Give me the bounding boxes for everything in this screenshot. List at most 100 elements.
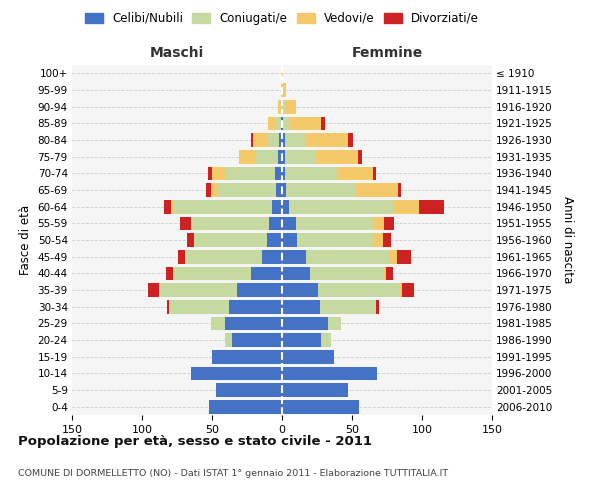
Bar (386, 266, 392, 280)
Bar (277, 183, 282, 197)
Bar (211, 316, 224, 330)
Bar (216, 383, 282, 397)
Y-axis label: Anni di nascita: Anni di nascita (561, 196, 574, 284)
Bar (211, 183, 218, 197)
Bar (282, 366, 377, 380)
Bar (185, 250, 262, 264)
Bar (251, 266, 282, 280)
Bar (374, 233, 383, 247)
Bar (282, 66, 283, 80)
Bar (237, 283, 282, 297)
Bar (285, 100, 296, 114)
Bar (376, 300, 379, 314)
Bar (328, 316, 341, 330)
Bar (282, 166, 285, 180)
Bar (373, 216, 384, 230)
Bar (358, 150, 362, 164)
Bar (373, 166, 376, 180)
Bar (319, 283, 400, 297)
Bar (281, 100, 282, 114)
Bar (256, 150, 278, 164)
Bar (229, 300, 282, 314)
Bar (320, 300, 376, 314)
Bar (232, 333, 282, 347)
Bar (397, 250, 411, 264)
Bar (159, 283, 237, 297)
Bar (282, 200, 289, 213)
Bar (419, 200, 445, 213)
Bar (278, 150, 282, 164)
Bar (164, 200, 172, 213)
Text: Maschi: Maschi (150, 46, 204, 60)
Bar (209, 400, 282, 413)
Bar (226, 166, 275, 180)
Bar (383, 266, 386, 280)
Bar (180, 216, 191, 230)
Bar (218, 183, 277, 197)
Bar (306, 133, 348, 147)
Bar (400, 283, 403, 297)
Bar (262, 250, 282, 264)
Bar (298, 233, 374, 247)
Bar (348, 133, 353, 147)
Bar (283, 116, 290, 130)
Bar (289, 200, 394, 213)
Bar (278, 100, 281, 114)
Bar (253, 133, 266, 147)
Bar (173, 266, 251, 280)
Bar (338, 166, 373, 180)
Bar (281, 116, 282, 130)
Bar (279, 133, 282, 147)
Bar (178, 250, 185, 264)
Bar (282, 216, 296, 230)
Text: Popolazione per età, sesso e stato civile - 2011: Popolazione per età, sesso e stato civil… (18, 434, 372, 448)
Bar (224, 316, 282, 330)
Bar (282, 283, 319, 297)
Bar (282, 233, 298, 247)
Bar (282, 133, 285, 147)
Bar (282, 183, 286, 197)
Bar (172, 200, 174, 213)
Bar (206, 183, 211, 197)
Bar (212, 166, 226, 180)
Bar (282, 116, 283, 130)
Bar (394, 200, 419, 213)
Bar (321, 333, 331, 347)
Bar (282, 266, 310, 280)
Bar (282, 400, 359, 413)
Bar (384, 216, 394, 230)
Bar (306, 250, 390, 264)
Bar (212, 350, 282, 364)
Bar (191, 216, 193, 230)
Bar (208, 166, 212, 180)
Bar (282, 150, 285, 164)
Bar (285, 133, 306, 147)
Bar (174, 200, 272, 213)
Bar (272, 200, 282, 213)
Bar (266, 133, 279, 147)
Bar (398, 183, 401, 197)
Bar (169, 300, 229, 314)
Text: Femmine: Femmine (352, 46, 422, 60)
Bar (251, 133, 253, 147)
Bar (266, 233, 282, 247)
Bar (148, 283, 159, 297)
Bar (282, 333, 321, 347)
Bar (316, 150, 358, 164)
Bar (321, 116, 325, 130)
Bar (191, 366, 282, 380)
Bar (194, 233, 266, 247)
Text: COMUNE DI DORMELLETTO (NO) - Dati ISTAT 1° gennaio 2011 - Elaborazione TUTTITALI: COMUNE DI DORMELLETTO (NO) - Dati ISTAT … (18, 468, 448, 477)
Bar (224, 333, 232, 347)
Bar (282, 100, 285, 114)
Bar (282, 250, 306, 264)
Bar (282, 350, 334, 364)
Bar (193, 216, 269, 230)
Bar (269, 216, 282, 230)
Bar (310, 266, 383, 280)
Bar (285, 150, 316, 164)
Bar (187, 233, 194, 247)
Bar (282, 300, 320, 314)
Bar (286, 183, 356, 197)
Bar (275, 166, 282, 180)
